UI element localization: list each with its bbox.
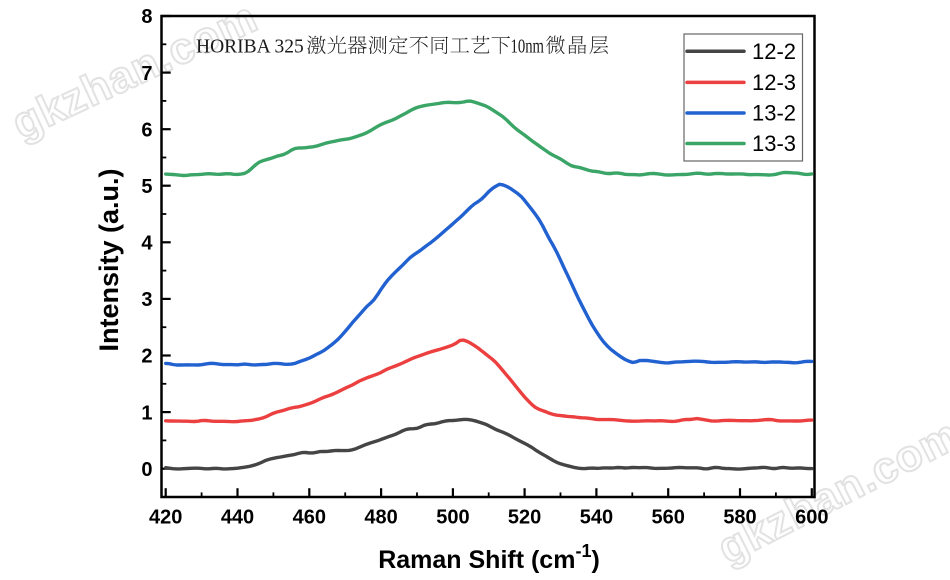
svg-text:580: 580 [723, 507, 756, 529]
svg-text:2: 2 [141, 346, 152, 368]
svg-text:540: 540 [580, 507, 613, 529]
svg-text:13-3: 13-3 [752, 131, 796, 156]
svg-text:5: 5 [141, 176, 152, 198]
svg-text:0: 0 [141, 459, 152, 481]
svg-text:7: 7 [141, 63, 152, 85]
svg-text:8: 8 [141, 6, 152, 28]
svg-text:13-2: 13-2 [752, 101, 796, 126]
svg-text:10nm: 10nm [511, 37, 545, 58]
svg-text:480: 480 [364, 507, 397, 529]
svg-text:460: 460 [293, 507, 326, 529]
svg-text:3: 3 [141, 289, 152, 311]
svg-text:1: 1 [141, 402, 152, 424]
svg-text:500: 500 [436, 507, 469, 529]
svg-text:6: 6 [141, 119, 152, 141]
svg-text:440: 440 [221, 507, 254, 529]
svg-text:Intensity (a.u.): Intensity (a.u.) [94, 168, 124, 351]
svg-text:4: 4 [141, 233, 153, 255]
svg-text:12-2: 12-2 [752, 39, 796, 64]
svg-text:600: 600 [795, 507, 828, 529]
svg-text:Raman Shift (cm-1): Raman Shift (cm-1) [378, 541, 600, 574]
svg-text:12-3: 12-3 [752, 70, 796, 95]
svg-text:520: 520 [508, 507, 541, 529]
svg-text:420: 420 [149, 507, 182, 529]
svg-text:HORIBA 325: HORIBA 325 [196, 37, 304, 58]
svg-text:560: 560 [652, 507, 685, 529]
